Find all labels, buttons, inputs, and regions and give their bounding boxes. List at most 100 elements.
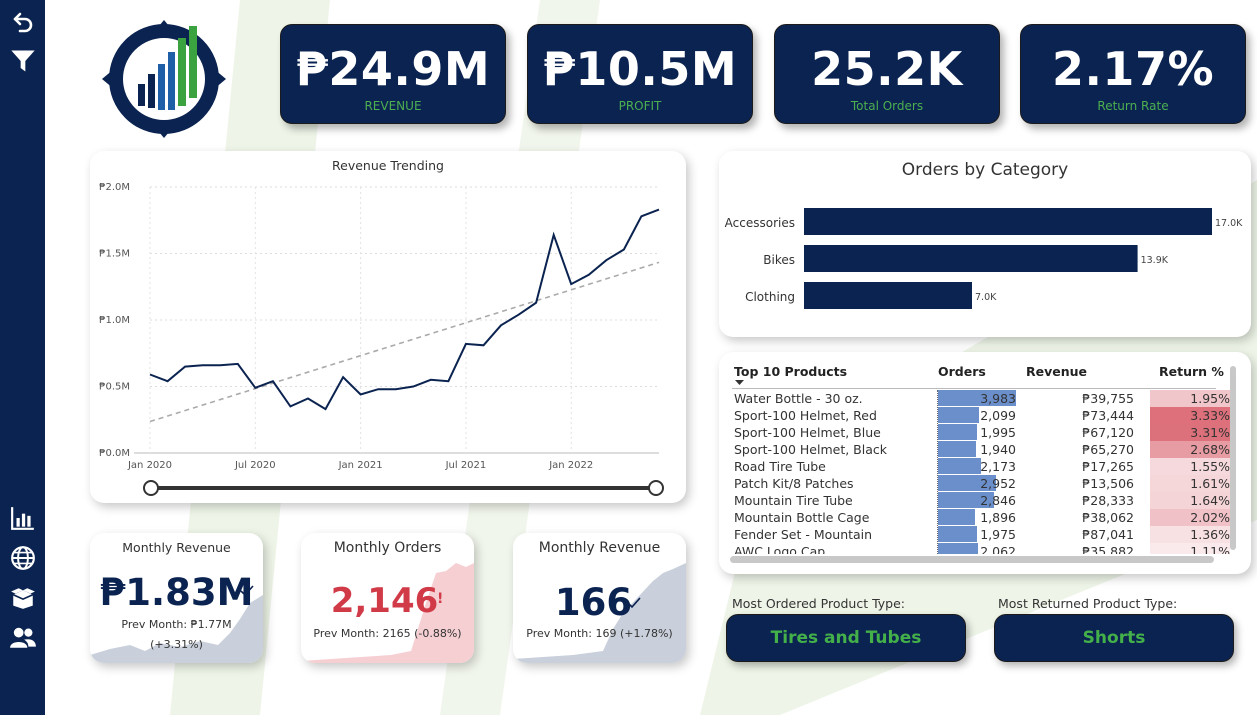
orders-bar-chart[interactable]: Accessories 17.0K Bikes 13.9K Clothing 7.0K [719,151,1251,337]
orders-value: 1,896 [980,510,1016,525]
data-point[interactable] [428,377,433,382]
product-name: Sport-100 Helmet, Blue [734,425,881,440]
table-row[interactable]: Fender Set - Mountain 1,975 ₱87,041 1.36% [732,526,1230,543]
data-point[interactable] [569,282,574,287]
bar-value-label: 13.9K [1141,255,1169,266]
horizontal-scrollbar[interactable] [730,556,1214,563]
x-tick-label: Jan 2020 [127,460,172,471]
globe-icon[interactable] [8,543,38,573]
table-row[interactable]: Water Bottle - 30 oz. 3,983 ₱39,755 1.95% [732,390,1230,407]
data-point[interactable] [481,343,486,348]
orders-value: 2,099 [980,408,1016,423]
revenue-trending-card[interactable]: Revenue Trending ₱2.0M ₱1.5M ₱1.0M ₱0.5M ₱0.… [90,151,686,503]
return-pct-value: 1.61% [1190,476,1230,491]
data-point[interactable] [358,392,363,397]
data-point[interactable] [499,323,504,328]
data-point[interactable] [551,232,556,237]
kpi-revenue[interactable]: ₱24.9M REVENUE [280,24,506,124]
top-products-card[interactable] [719,352,1251,574]
data-point[interactable] [341,375,346,380]
sort-down-icon[interactable] [735,380,745,386]
data-point[interactable] [411,384,416,389]
data-point[interactable] [253,385,258,390]
monthly-revenue-change: (+3.31%) [150,638,203,651]
data-point[interactable] [323,407,328,412]
monthly-revenue-card[interactable]: Monthly Revenue ₱1.83M Prev Month: ₱1.77… [90,533,263,663]
most-ordered-value[interactable]: Tires and Tubes [726,614,966,662]
data-point[interactable] [516,312,521,317]
data-point[interactable] [534,300,539,305]
header-orders[interactable]: Orders [938,364,986,379]
data-point[interactable] [183,364,188,369]
category-bar[interactable] [804,282,972,309]
sparkline-area [90,595,263,663]
data-point[interactable] [270,379,275,384]
most-returned-value[interactable]: Shorts [994,614,1234,662]
kpi-profit[interactable]: ₱10.5M PROFIT [527,24,753,124]
data-point[interactable] [393,387,398,392]
orders-column-divider [937,390,939,554]
data-point[interactable] [200,363,205,368]
filter-icon[interactable] [8,46,38,76]
orders-value: 2,952 [980,476,1016,491]
vertical-scrollbar[interactable] [1230,366,1236,550]
revenue-value: ₱87,041 [1082,527,1134,542]
table-row[interactable]: Patch Kit/8 Patches 2,952 ₱13,506 1.61% [732,475,1230,492]
monthly-orders-card[interactable]: Monthly Orders 2,146 ! Prev Month: 2165 … [301,533,474,663]
table-row[interactable]: Sport-100 Helmet, Black 1,940 ₱65,270 2.68% [732,441,1230,458]
data-point[interactable] [639,214,644,219]
table-row[interactable]: Road Tire Tube 2,173 ₱17,265 1.55% [732,458,1230,475]
data-point[interactable] [621,247,626,252]
category-label: Clothing [745,290,795,304]
data-point[interactable] [288,404,293,409]
return-pct-cell: 1.11% [1150,543,1230,554]
data-point[interactable] [586,272,591,277]
data-point[interactable] [235,361,240,366]
slider-start-handle[interactable] [143,480,159,496]
box-icon[interactable] [8,583,38,613]
kpi-return-rate-value: 2.17% [1051,42,1215,96]
return-pct-cell: 1.55% [1150,458,1230,475]
kpi-total-orders[interactable]: 25.2K Total Orders [774,24,1000,124]
users-icon[interactable] [8,623,38,653]
category-bar[interactable] [804,208,1212,235]
data-point[interactable] [463,341,468,346]
table-row[interactable]: Sport-100 Helmet, Blue 1,995 ₱67,120 3.31% [732,424,1230,441]
monthly-returns-card[interactable]: Monthly Revenue 166 Prev Month: 169 (+1.… [513,533,686,663]
data-point[interactable] [305,396,310,401]
data-point[interactable] [148,372,153,377]
return-pct-value: 1.64% [1190,493,1230,508]
data-point[interactable] [376,387,381,392]
x-tick-label: Jan 2022 [548,460,593,471]
orders-data-bar [938,526,977,542]
data-point[interactable] [165,379,170,384]
orders-by-category-card[interactable]: Orders by Category Accessories 17.0K Bikes… [719,151,1251,337]
table-row[interactable]: Mountain Bottle Cage 1,896 ₱38,062 2.02% [732,509,1230,526]
header-return[interactable]: Return % [1159,364,1224,379]
return-pct-cell: 1.61% [1150,475,1230,492]
data-point[interactable] [446,379,451,384]
bar-chart-icon[interactable] [8,503,38,533]
product-name: Road Tire Tube [734,459,826,474]
revenue-series-line[interactable] [149,208,660,411]
check-icon [240,585,254,597]
orders-value: 1,995 [980,425,1016,440]
category-bar[interactable] [804,245,1138,272]
table-row[interactable]: Sport-100 Helmet, Red 2,099 ₱73,444 3.33% [732,407,1230,424]
slider-end-handle[interactable] [648,480,664,496]
orders-cell: 2,099 [938,407,1016,424]
back-arrow-icon[interactable] [8,6,38,36]
table-row[interactable]: Mountain Tire Tube 2,846 ₱28,333 1.64% [732,492,1230,509]
header-product[interactable]: Top 10 Products [734,364,848,379]
return-pct-value: 3.33% [1190,408,1230,423]
header-revenue[interactable]: Revenue [1026,364,1088,379]
kpi-return-rate[interactable]: 2.17% Return Rate [1020,24,1246,124]
y-tick-label: ₱0.5M [99,382,130,393]
data-point[interactable] [604,258,609,263]
category-label: Bikes [763,253,795,267]
table-row[interactable]: AWC Logo Cap 2,062 ₱35,882 1.11% [732,543,1230,554]
orders-data-bar [938,492,994,508]
data-point[interactable] [657,207,662,212]
data-point[interactable] [218,363,223,368]
